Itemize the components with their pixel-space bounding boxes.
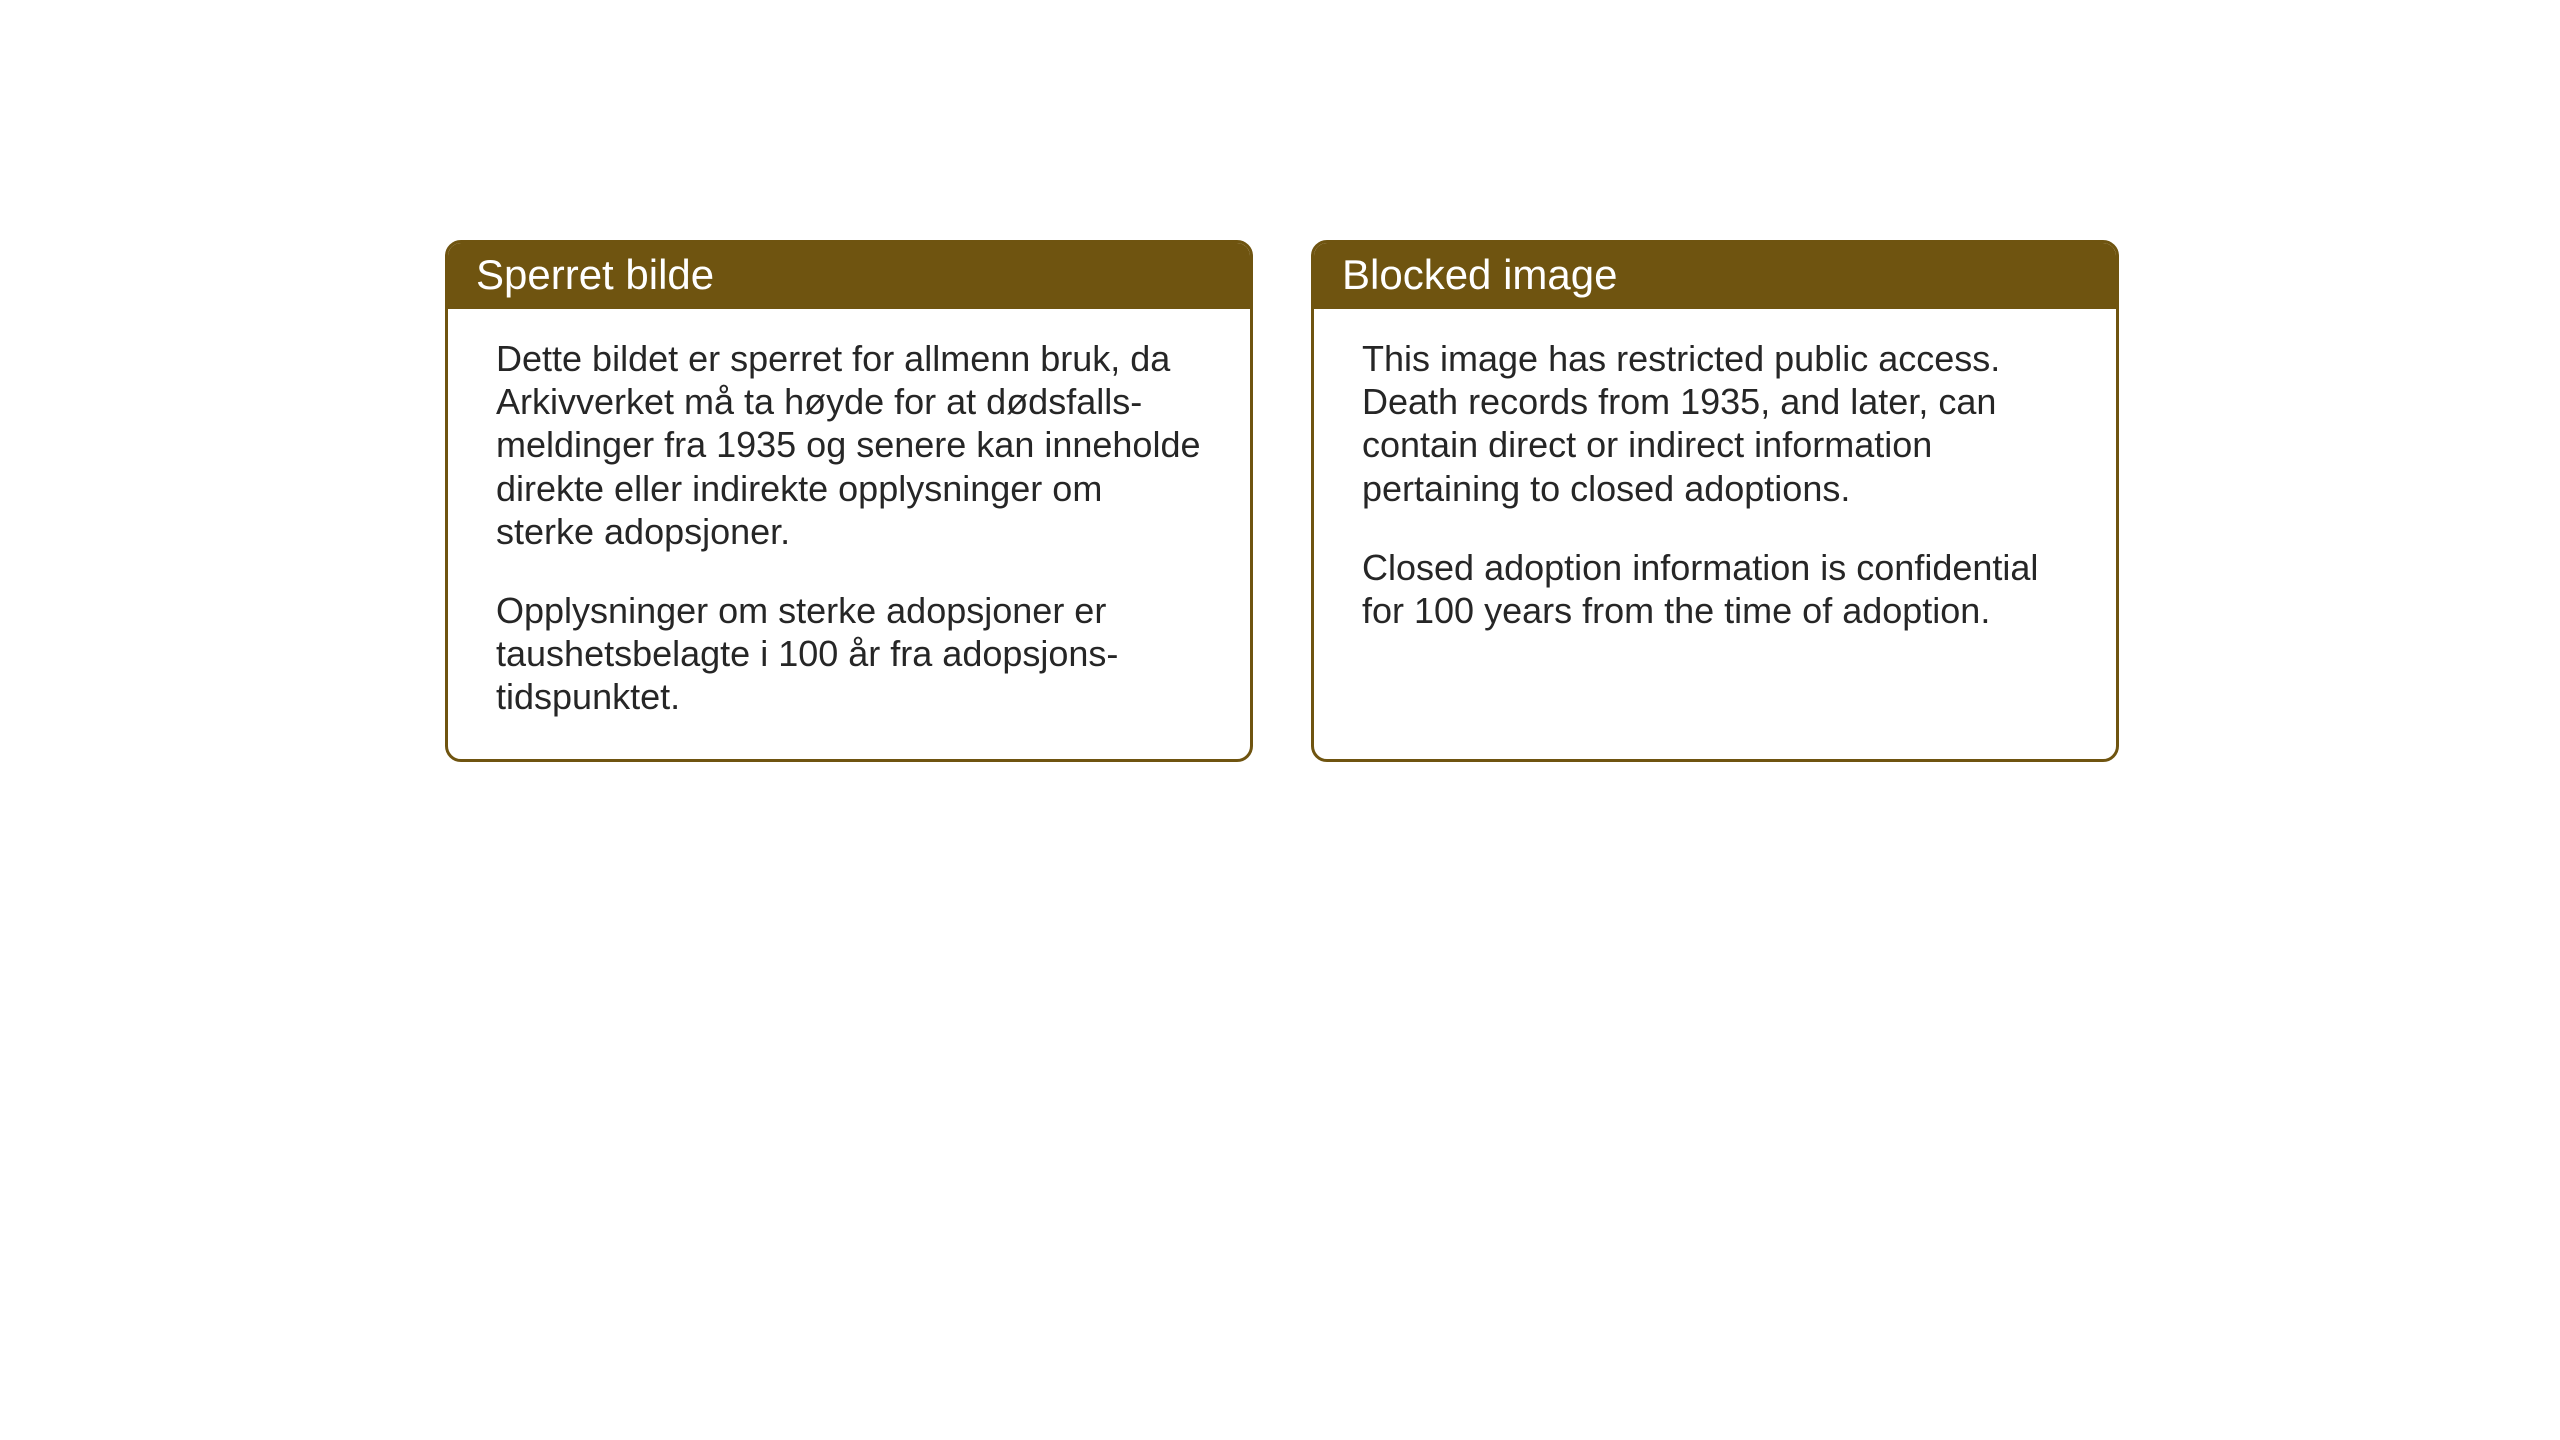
english-info-card: Blocked image This image has restricted … [1311,240,2119,762]
norwegian-paragraph-2: Opplysninger om sterke adopsjoner er tau… [496,589,1202,719]
english-card-body: This image has restricted public access.… [1314,309,2116,704]
info-cards-container: Sperret bilde Dette bildet er sperret fo… [445,240,2119,762]
english-card-title: Blocked image [1314,243,2116,309]
english-paragraph-2: Closed adoption information is confident… [1362,546,2068,632]
norwegian-paragraph-1: Dette bildet er sperret for allmenn bruk… [496,337,1202,553]
norwegian-card-body: Dette bildet er sperret for allmenn bruk… [448,309,1250,759]
english-paragraph-1: This image has restricted public access.… [1362,337,2068,510]
norwegian-info-card: Sperret bilde Dette bildet er sperret fo… [445,240,1253,762]
norwegian-card-title: Sperret bilde [448,243,1250,309]
